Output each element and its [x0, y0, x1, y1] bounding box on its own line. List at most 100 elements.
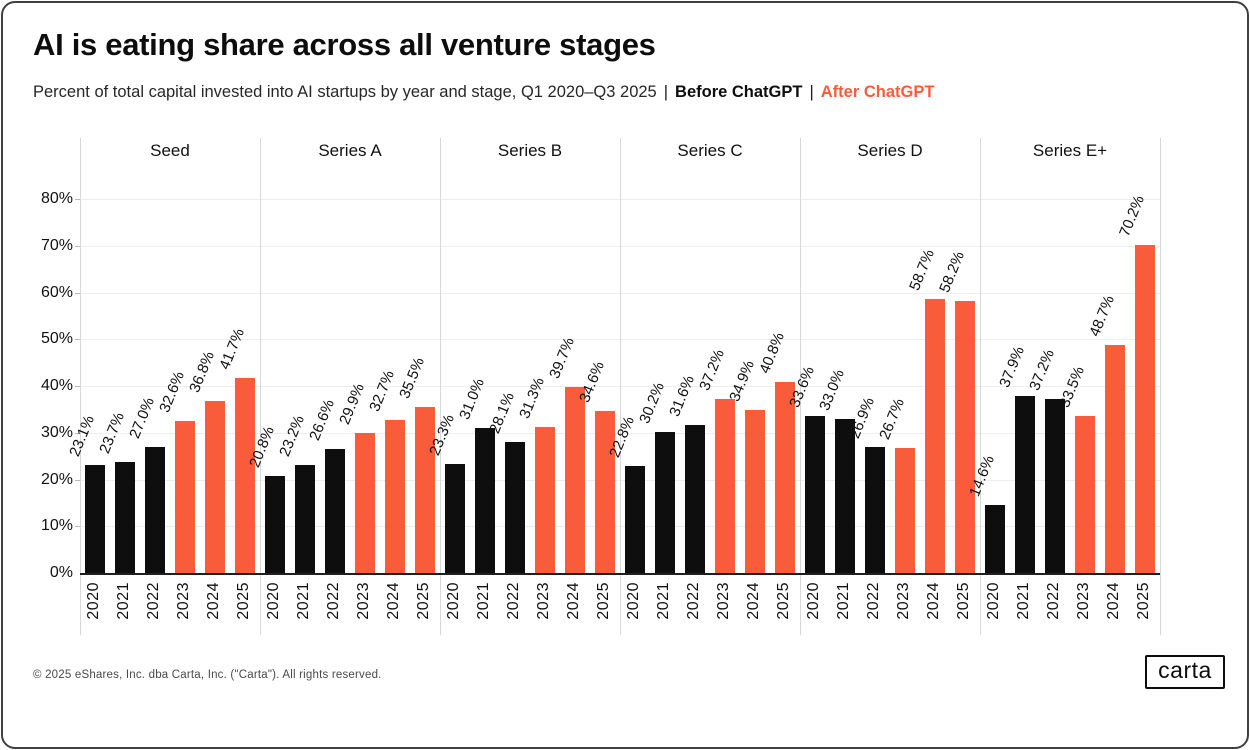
year-label: 2022 — [145, 582, 162, 620]
bar-value-label: 34.6% — [576, 359, 608, 406]
bar-value-label: 31.3% — [516, 374, 548, 421]
ytick-mark — [75, 526, 80, 528]
panel-separator — [260, 138, 261, 635]
year-label: 2025 — [955, 582, 972, 620]
year-label: 2020 — [265, 582, 282, 620]
ytick-label: 0% — [49, 564, 73, 581]
bar-series-a-2025 — [415, 407, 435, 573]
footer-copyright: © 2025 eShares, Inc. dba Carta, Inc. ("C… — [33, 669, 382, 681]
stage-panel-title: Series E+ — [1032, 141, 1108, 160]
year-label: 2024 — [1105, 582, 1122, 620]
stage-panel-title: Seed — [150, 141, 190, 160]
bar-value-label: 41.7% — [216, 326, 248, 373]
bar-value-label: 37.9% — [996, 343, 1028, 390]
subtitle-text: Percent of total capital invested into A… — [33, 83, 657, 101]
year-label: 2020 — [85, 582, 102, 620]
bar-value-label: 33.5% — [1056, 364, 1088, 411]
bar-value-label: 39.7% — [546, 335, 578, 382]
bar-value-label: 32.6% — [156, 368, 188, 415]
legend-after-chatgpt: After ChatGPT — [820, 83, 935, 101]
bar-series-a-2023 — [355, 433, 375, 573]
bar-series-e--2021 — [1015, 395, 1035, 573]
year-label: 2023 — [715, 582, 732, 620]
year-label: 2023 — [1075, 582, 1092, 620]
subtitle-divider: | — [663, 83, 669, 101]
year-label: 2022 — [505, 582, 522, 620]
year-label: 2023 — [535, 582, 552, 620]
page-title: AI is eating share across all venture st… — [33, 27, 656, 62]
ytick-mark — [75, 432, 80, 434]
bar-series-b-2023 — [535, 426, 555, 573]
bar-seed-2020 — [85, 465, 105, 573]
year-label: 2020 — [445, 582, 462, 620]
bar-series-e--2025 — [1135, 244, 1155, 573]
bar-value-label: 58.7% — [906, 246, 938, 293]
panel-separator — [980, 138, 981, 635]
ytick-label: 60% — [40, 283, 73, 301]
year-label: 2023 — [175, 582, 192, 620]
year-label: 2021 — [835, 582, 852, 620]
panel-separator — [620, 138, 621, 635]
year-label: 2024 — [385, 582, 402, 620]
bar-value-label: 35.5% — [396, 355, 428, 402]
bar-value-label: 31.6% — [666, 373, 698, 420]
panel-separator — [440, 138, 441, 635]
year-label: 2023 — [895, 582, 912, 620]
year-label: 2023 — [355, 582, 372, 620]
bar-value-label: 48.7% — [1086, 293, 1118, 340]
bar-value-label: 26.6% — [306, 396, 338, 443]
year-label: 2020 — [625, 582, 642, 620]
bar-series-a-2022 — [325, 448, 345, 573]
bar-seed-2023 — [175, 420, 195, 573]
ytick-label: 70% — [40, 236, 73, 254]
ytick-label: 50% — [40, 330, 73, 348]
bar-series-c-2022 — [685, 425, 705, 573]
legend-before-chatgpt: Before ChatGPT — [675, 83, 803, 101]
stage-panel-title: Series C — [677, 141, 743, 160]
year-label: 2021 — [655, 582, 672, 620]
bar-series-c-2021 — [655, 431, 675, 573]
bar-series-d-2022 — [865, 447, 885, 573]
bar-value-label: 32.7% — [366, 368, 398, 415]
year-label: 2022 — [325, 582, 342, 620]
panel-separator — [1160, 138, 1161, 635]
bar-series-b-2021 — [475, 428, 495, 573]
year-label: 2021 — [295, 582, 312, 620]
year-label: 2025 — [415, 582, 432, 620]
panel-separator — [80, 138, 81, 635]
bar-series-a-2024 — [385, 420, 405, 573]
year-label: 2025 — [1135, 582, 1152, 620]
year-label: 2021 — [475, 582, 492, 620]
bar-series-d-2021 — [835, 418, 855, 573]
bar-series-b-2022 — [505, 441, 525, 573]
bar-series-a-2020 — [265, 475, 285, 573]
bar-value-label: 58.2% — [936, 249, 968, 295]
stage-panel-title: Series B — [497, 141, 563, 160]
bar-value-label: 36.8% — [186, 349, 218, 395]
bar-value-label: 28.1% — [486, 389, 518, 436]
year-label: 2025 — [235, 582, 252, 620]
year-label: 2020 — [985, 582, 1002, 620]
year-label: 2024 — [205, 582, 222, 620]
ytick-label: 10% — [40, 517, 73, 535]
bar-series-c-2024 — [745, 409, 765, 573]
bar-series-d-2023 — [895, 448, 915, 573]
panel-separator — [800, 138, 801, 635]
faceted-bar-chart: 0% 10% 20% 30% 40% 50% 60% 70% 80% Seed 23.1% 2020 2… — [3, 3, 1247, 747]
bar-series-d-2025 — [955, 300, 975, 573]
year-label: 2020 — [805, 582, 822, 620]
bar-value-label: 33.0% — [816, 366, 848, 413]
bar-value-label: 23.2% — [276, 412, 308, 459]
ytick-mark — [75, 479, 80, 481]
year-label: 2021 — [1015, 582, 1032, 620]
stage-panel-title: Series A — [318, 141, 382, 160]
bar-value-label: 29.9% — [336, 381, 368, 428]
bar-value-label: 40.8% — [756, 330, 788, 377]
bar-seed-2022 — [145, 446, 165, 573]
chart-subtitle: Percent of total capital invested into A… — [33, 83, 934, 102]
bar-series-e--2022 — [1045, 399, 1065, 573]
year-label: 2025 — [775, 582, 792, 620]
bar-value-label: 27.0% — [126, 394, 158, 441]
bar-value-label: 26.7% — [876, 396, 908, 443]
